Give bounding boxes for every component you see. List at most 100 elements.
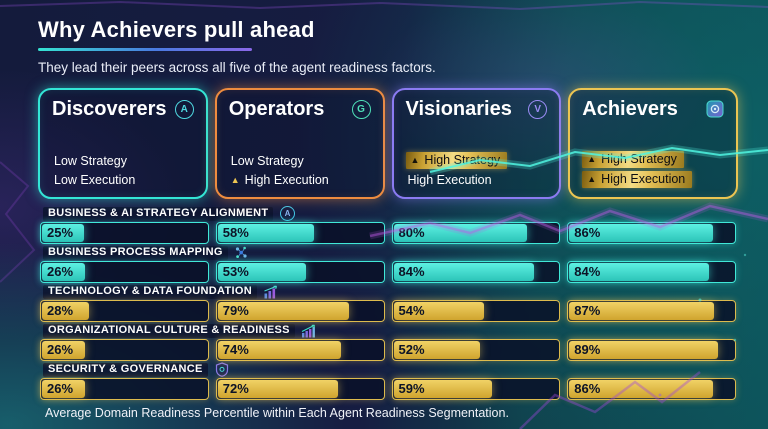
bar-value: 53% — [222, 264, 249, 279]
factor-row: BUSINESS PROCESS MAPPING 26% 53% 84% 84% — [40, 245, 736, 283]
bar-fill: 59% — [393, 379, 492, 398]
trait-label: High Strategy — [424, 152, 501, 167]
card-head: Discoverers A — [52, 98, 194, 120]
bar-fill: 86% — [569, 223, 713, 242]
bar-operators: 72% — [215, 377, 385, 400]
triangle-up-icon: ▲ — [230, 174, 240, 185]
factor-bars: 26% 53% 84% 84% — [40, 260, 736, 283]
bar-value: 26% — [47, 342, 74, 357]
trait-label: High Strategy — [601, 151, 677, 166]
trait-label: Low Strategy — [54, 153, 127, 168]
bar-visionaries: 59% — [391, 377, 561, 400]
bar-fill: 53% — [217, 262, 307, 281]
factor-label: TECHNOLOGY & DATA FOUNDATION — [43, 284, 257, 299]
factor-row: BUSINESS & AI STRATEGY ALIGNMENT A 25% 5… — [40, 206, 736, 244]
trait-label: High Execution — [601, 171, 686, 186]
segment-title: Operators — [228, 97, 325, 120]
page-title: Why Achievers pull ahead — [38, 17, 315, 42]
segment-card-achievers: Achievers ▲ High Strategy ▲ High Execution — [568, 87, 738, 199]
bar-value: 54% — [398, 303, 425, 318]
segment-title: Visionaries — [405, 97, 512, 120]
trait: ▲ High Strategy — [582, 150, 684, 168]
readiness-factors: BUSINESS & AI STRATEGY ALIGNMENT A 25% 5… — [40, 206, 736, 400]
trait-label: High Execution — [244, 172, 329, 187]
bar-discoverers: 28% — [40, 299, 209, 322]
bar-fill: 84% — [569, 262, 710, 281]
shield-icon — [214, 362, 230, 377]
segment-title: Achievers — [582, 97, 678, 120]
bar-value: 59% — [398, 381, 425, 396]
card-head: Achievers — [582, 98, 724, 120]
bar-value: 74% — [222, 342, 249, 357]
bar-fill: 26% — [42, 340, 86, 359]
bar-achievers: 86% — [567, 377, 736, 400]
segment-cards-row: Discoverers A Low Strategy Low Execution… — [38, 87, 738, 199]
bar-fill: 58% — [217, 223, 315, 242]
bar-visionaries: 52% — [391, 338, 561, 361]
bar-fill: 89% — [569, 340, 718, 359]
bar-discoverers: 25% — [40, 221, 209, 244]
triangle-up-icon: ▲ — [410, 154, 420, 165]
trait: ▲ High Strategy — [405, 151, 508, 169]
trait: ▲ High Execution — [582, 170, 693, 188]
segment-traits: Low Strategy ▲ High Execution — [229, 153, 371, 188]
bar-value: 25% — [47, 225, 74, 240]
bar-value: 87% — [574, 303, 601, 318]
trait-label: Low Execution — [54, 172, 136, 187]
footer-note: Average Domain Readiness Percentile with… — [45, 405, 509, 420]
trait: Low Strategy — [229, 153, 306, 169]
bar-value: 86% — [574, 381, 601, 396]
bar-value: 26% — [47, 381, 74, 396]
triangle-up-icon: ▲ — [587, 153, 597, 164]
vault-icon — [706, 100, 724, 118]
triangle-up-icon: ▲ — [587, 173, 597, 184]
bar-value: 86% — [574, 225, 601, 240]
header: Why Achievers pull ahead They lead their… — [0, 0, 768, 75]
bar-operators: 74% — [215, 338, 385, 361]
factor-label: SECURITY & GOVERNANCE — [43, 362, 208, 377]
circled-a-icon: A — [279, 206, 295, 221]
bar-visionaries: 84% — [391, 260, 561, 283]
circled-a-icon: A — [174, 99, 194, 119]
circled-v-icon: V — [528, 99, 548, 119]
bar-achievers: 87% — [567, 299, 736, 322]
card-head: Operators G — [229, 98, 371, 120]
bar-fill: 54% — [393, 301, 484, 320]
segment-card-operators: Operators G Low Strategy ▲ High Execution — [214, 87, 385, 199]
trait: Low Execution — [52, 172, 137, 188]
factor-label: ORGANIZATIONAL CULTURE & READINESS — [43, 323, 295, 338]
card-head: Visionaries V — [406, 98, 548, 120]
bar-fill: 52% — [393, 340, 481, 359]
bar-value: 52% — [398, 342, 425, 357]
bar-achievers: 84% — [567, 260, 736, 283]
circled-g-icon: G — [351, 99, 371, 119]
bar-value: 80% — [398, 225, 425, 240]
segment-traits: ▲ High Strategy High Execution — [405, 151, 548, 188]
bar-value: 84% — [574, 264, 601, 279]
bar-fill: 26% — [42, 379, 86, 398]
page-subtitle: They lead their peers across all five of… — [38, 59, 436, 75]
bar-fill: 84% — [393, 262, 534, 281]
factor-bars: 25% 58% 80% 86% — [40, 221, 736, 244]
bar-fill: 25% — [42, 223, 84, 242]
factor-row: TECHNOLOGY & DATA FOUNDATION 28% 79% 54%… — [40, 284, 736, 322]
trait: ▲ High Execution — [229, 172, 331, 188]
bar-fill: 28% — [42, 301, 89, 320]
growth-chart-icon — [301, 323, 317, 338]
bar-fill: 26% — [42, 262, 86, 281]
bar-operators: 53% — [215, 260, 385, 283]
factor-label: BUSINESS PROCESS MAPPING — [43, 245, 228, 260]
bar-operators: 79% — [215, 299, 385, 322]
factor-row: ORGANIZATIONAL CULTURE & READINESS 26% 7… — [40, 323, 736, 361]
bar-discoverers: 26% — [40, 260, 209, 283]
bar-operators: 58% — [215, 221, 385, 244]
circled-a-icon: A — [279, 206, 295, 221]
bar-discoverers: 26% — [40, 338, 209, 361]
segment-traits: ▲ High Strategy ▲ High Execution — [582, 150, 724, 188]
bar-fill: 87% — [569, 301, 715, 320]
bar-achievers: 89% — [567, 338, 736, 361]
segment-title: Discoverers — [52, 97, 167, 120]
bar-fill: 74% — [217, 340, 342, 359]
factor-bars: 28% 79% 54% 87% — [40, 299, 736, 322]
